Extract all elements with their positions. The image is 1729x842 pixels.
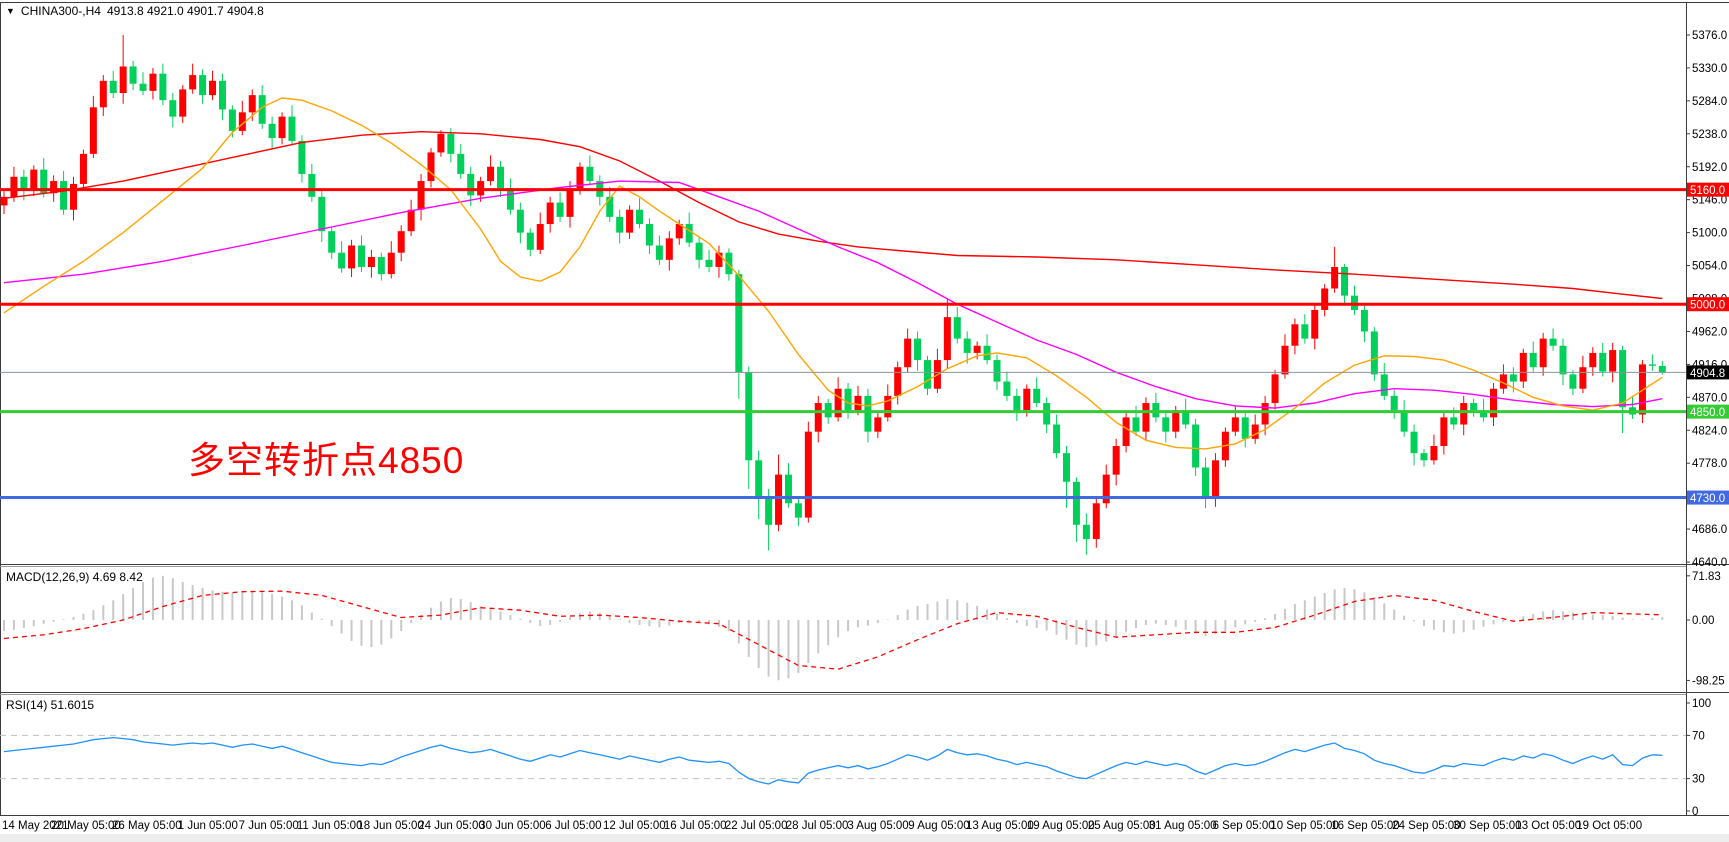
symbol-period-label: CHINA300-,H4 xyxy=(20,4,101,18)
svg-text:30 Jun 05:00: 30 Jun 05:00 xyxy=(479,820,546,832)
svg-text:7 Jun 05:00: 7 Jun 05:00 xyxy=(239,820,299,832)
svg-text:13 Oct 05:00: 13 Oct 05:00 xyxy=(1515,820,1581,832)
macd-pane: 71.83 0.00 -98.25 xyxy=(3,571,1725,687)
svg-text:30: 30 xyxy=(1692,774,1705,786)
chart-header: ▼ CHINA300-,H4 4913.8 4921.0 4901.7 4904… xyxy=(6,4,264,18)
svg-text:0: 0 xyxy=(1692,806,1698,818)
svg-text:4640.0: 4640.0 xyxy=(1692,557,1727,569)
rsi-line[interactable] xyxy=(3,736,1663,785)
price-axis: 5376.0 5330.0 5284.0 5238.0 5192.0 5146.0 5100… xyxy=(1686,30,1727,569)
svg-text:5000.0: 5000.0 xyxy=(1690,300,1725,312)
svg-text:18 Jun 05:00: 18 Jun 05:00 xyxy=(357,820,424,832)
svg-text:4778.0: 4778.0 xyxy=(1692,458,1727,470)
svg-text:31 Aug 05:00: 31 Aug 05:00 xyxy=(1149,820,1217,832)
svg-text:9 Aug 05:00: 9 Aug 05:00 xyxy=(908,820,969,832)
text-annotation[interactable]: 多空转折点4850 xyxy=(188,440,465,481)
svg-text:26 May 05:00: 26 May 05:00 xyxy=(112,820,182,832)
svg-text:5100.0: 5100.0 xyxy=(1692,228,1727,240)
svg-text:14 May 2021: 14 May 2021 xyxy=(2,820,69,832)
rsi-indicator-label: RSI(14) 51.6015 xyxy=(6,698,95,712)
svg-text:12 Jul 05:00: 12 Jul 05:00 xyxy=(603,820,666,832)
price-tag-5160.0 xyxy=(1687,182,1729,197)
macd-signal-line[interactable] xyxy=(3,590,1663,670)
svg-text:28 Jul 05:00: 28 Jul 05:00 xyxy=(786,820,849,832)
svg-text:5330.0: 5330.0 xyxy=(1692,63,1727,75)
svg-text:0.00: 0.00 xyxy=(1692,615,1714,627)
svg-text:4870.0: 4870.0 xyxy=(1692,392,1727,404)
svg-text:5238.0: 5238.0 xyxy=(1692,129,1727,141)
price-tag-4904.8 xyxy=(1687,365,1729,380)
svg-text:4730.0: 4730.0 xyxy=(1690,493,1725,505)
svg-text:19 Oct 05:00: 19 Oct 05:00 xyxy=(1576,820,1642,832)
svg-text:100: 100 xyxy=(1692,698,1711,710)
ma-red-slow[interactable] xyxy=(3,130,1663,300)
price-tag-4730.0 xyxy=(1687,490,1729,505)
svg-text:20 May 05:00: 20 May 05:00 xyxy=(51,820,121,832)
svg-text:24 Jun 05:00: 24 Jun 05:00 xyxy=(418,820,485,832)
svg-text:1 Jun 05:00: 1 Jun 05:00 xyxy=(178,820,238,832)
svg-text:4904.8: 4904.8 xyxy=(1690,368,1725,380)
svg-text:71.83: 71.83 xyxy=(1692,571,1721,583)
svg-text:19 Aug 05:00: 19 Aug 05:00 xyxy=(1027,820,1095,832)
svg-text:5146.0: 5146.0 xyxy=(1692,195,1727,207)
ohlc-values-label: 4913.8 4921.0 4901.7 4904.8 xyxy=(106,4,264,18)
price-tag-5000.0 xyxy=(1687,297,1729,312)
svg-text:-98.25: -98.25 xyxy=(1692,675,1725,687)
svg-text:30 Sep 05:00: 30 Sep 05:00 xyxy=(1453,820,1521,832)
ma-orange-fast[interactable] xyxy=(3,97,1663,450)
svg-text:4686.0: 4686.0 xyxy=(1692,524,1727,536)
svg-text:24 Sep 05:00: 24 Sep 05:00 xyxy=(1392,820,1460,832)
svg-text:3 Aug 05:00: 3 Aug 05:00 xyxy=(847,820,908,832)
svg-text:5054.0: 5054.0 xyxy=(1692,261,1727,273)
svg-text:13 Aug 05:00: 13 Aug 05:00 xyxy=(966,820,1034,832)
ma-magenta-mid[interactable] xyxy=(3,180,1663,409)
chart-dropdown-icon[interactable]: ▼ xyxy=(6,5,15,16)
svg-text:4962.0: 4962.0 xyxy=(1692,326,1727,338)
svg-text:11 Jun 05:00: 11 Jun 05:00 xyxy=(297,820,363,832)
svg-text:16 Jul 05:00: 16 Jul 05:00 xyxy=(664,820,727,832)
rsi-pane: 100 70 30 0 xyxy=(0,698,1711,818)
candlestick-series xyxy=(0,35,1666,555)
horizontal-levels: 5160.0 5000.0 4904.8 4850.0 4730.0 xyxy=(0,182,1729,505)
bottom-strip xyxy=(0,834,1729,842)
macd-indicator-label: MACD(12,26,9) 4.69 8.42 xyxy=(6,570,143,584)
svg-text:5160.0: 5160.0 xyxy=(1690,185,1725,197)
svg-text:4824.0: 4824.0 xyxy=(1692,425,1727,437)
svg-text:6 Sep 05:00: 6 Sep 05:00 xyxy=(1213,820,1275,832)
svg-text:4850.0: 4850.0 xyxy=(1690,407,1725,419)
svg-text:5376.0: 5376.0 xyxy=(1692,30,1727,42)
svg-text:22 Jul 05:00: 22 Jul 05:00 xyxy=(725,820,788,832)
svg-text:25 Aug 05:00: 25 Aug 05:00 xyxy=(1088,820,1156,832)
svg-text:16 Sep 05:00: 16 Sep 05:00 xyxy=(1331,820,1399,832)
svg-text:5192.0: 5192.0 xyxy=(1692,162,1727,174)
svg-text:5284.0: 5284.0 xyxy=(1692,96,1727,108)
svg-text:6 Jul 05:00: 6 Jul 05:00 xyxy=(545,820,601,832)
svg-text:10 Sep 05:00: 10 Sep 05:00 xyxy=(1270,820,1338,832)
price-tag-4850.0 xyxy=(1687,404,1729,419)
svg-text:70: 70 xyxy=(1692,730,1705,742)
